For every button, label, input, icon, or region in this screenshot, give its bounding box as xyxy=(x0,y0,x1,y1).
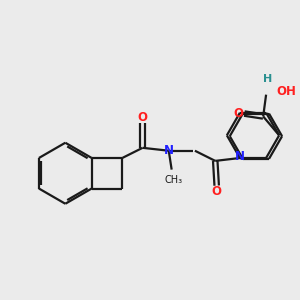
Text: CH₃: CH₃ xyxy=(164,176,182,185)
Text: O: O xyxy=(212,185,222,198)
Text: N: N xyxy=(235,150,245,163)
Text: O: O xyxy=(138,111,148,124)
Text: O: O xyxy=(233,107,244,120)
Text: OH: OH xyxy=(276,85,296,98)
Text: H: H xyxy=(263,74,272,84)
Text: N: N xyxy=(164,144,174,157)
